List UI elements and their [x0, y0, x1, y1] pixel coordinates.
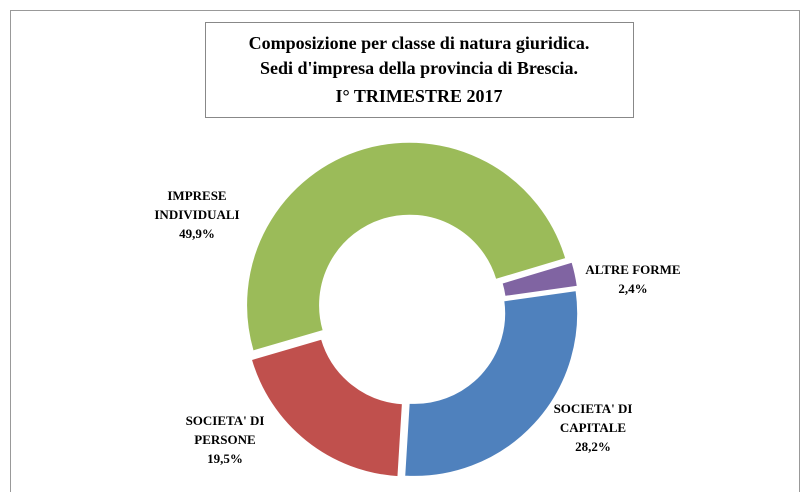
chart-title: Composizione per classe di natura giurid… [249, 33, 590, 53]
donut-slice [250, 338, 403, 478]
value-label: 28,2% [575, 439, 611, 454]
value-label: 49,9% [179, 226, 215, 241]
title-box [205, 22, 634, 118]
slice-label: SOCIETA' DI PERSONE [186, 413, 265, 447]
value-label: 19,5% [207, 451, 243, 466]
donut-slice [404, 290, 579, 477]
donut-slice [246, 141, 567, 352]
donut-slice [501, 261, 578, 297]
chart-title: I° TRIMESTRE 2017 [336, 86, 503, 106]
value-label: 2,4% [618, 281, 647, 296]
slice-label: IMPRESE INDIVIDUALI [154, 188, 239, 222]
slice-label: ALTRE FORME [585, 262, 680, 277]
slice-label: SOCIETA' DI CAPITALE [554, 401, 633, 435]
chart-title: Sedi d'impresa della provincia di Bresci… [260, 58, 578, 78]
